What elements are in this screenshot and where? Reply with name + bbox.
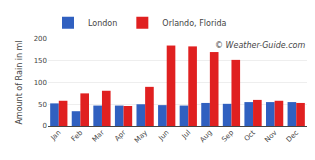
svg-text:Jul: Jul — [180, 129, 192, 141]
svg-text:Orlando, Florida: Orlando, Florida — [162, 19, 226, 28]
svg-text:0: 0 — [43, 122, 47, 130]
svg-text:200: 200 — [34, 35, 47, 43]
svg-text:Amount of Rain in ml: Amount of Rain in ml — [15, 40, 24, 124]
svg-text:Apr: Apr — [113, 129, 127, 143]
svg-text:May: May — [133, 129, 149, 145]
svg-text:Feb: Feb — [70, 128, 85, 143]
svg-text:Oct: Oct — [243, 129, 257, 143]
svg-text:© Weather-Guide.com: © Weather-Guide.com — [215, 41, 305, 50]
svg-text:Dec: Dec — [285, 129, 300, 144]
svg-text:Aug: Aug — [198, 129, 213, 144]
svg-text:100: 100 — [34, 79, 47, 87]
svg-text:Sep: Sep — [220, 128, 235, 143]
svg-text:50: 50 — [38, 101, 47, 109]
svg-text:Jan: Jan — [49, 129, 63, 143]
svg-text:150: 150 — [34, 57, 47, 65]
svg-text:Nov: Nov — [263, 129, 278, 144]
svg-text:Mar: Mar — [91, 129, 106, 144]
svg-text:London: London — [88, 19, 117, 28]
svg-text:Jun: Jun — [157, 129, 171, 143]
